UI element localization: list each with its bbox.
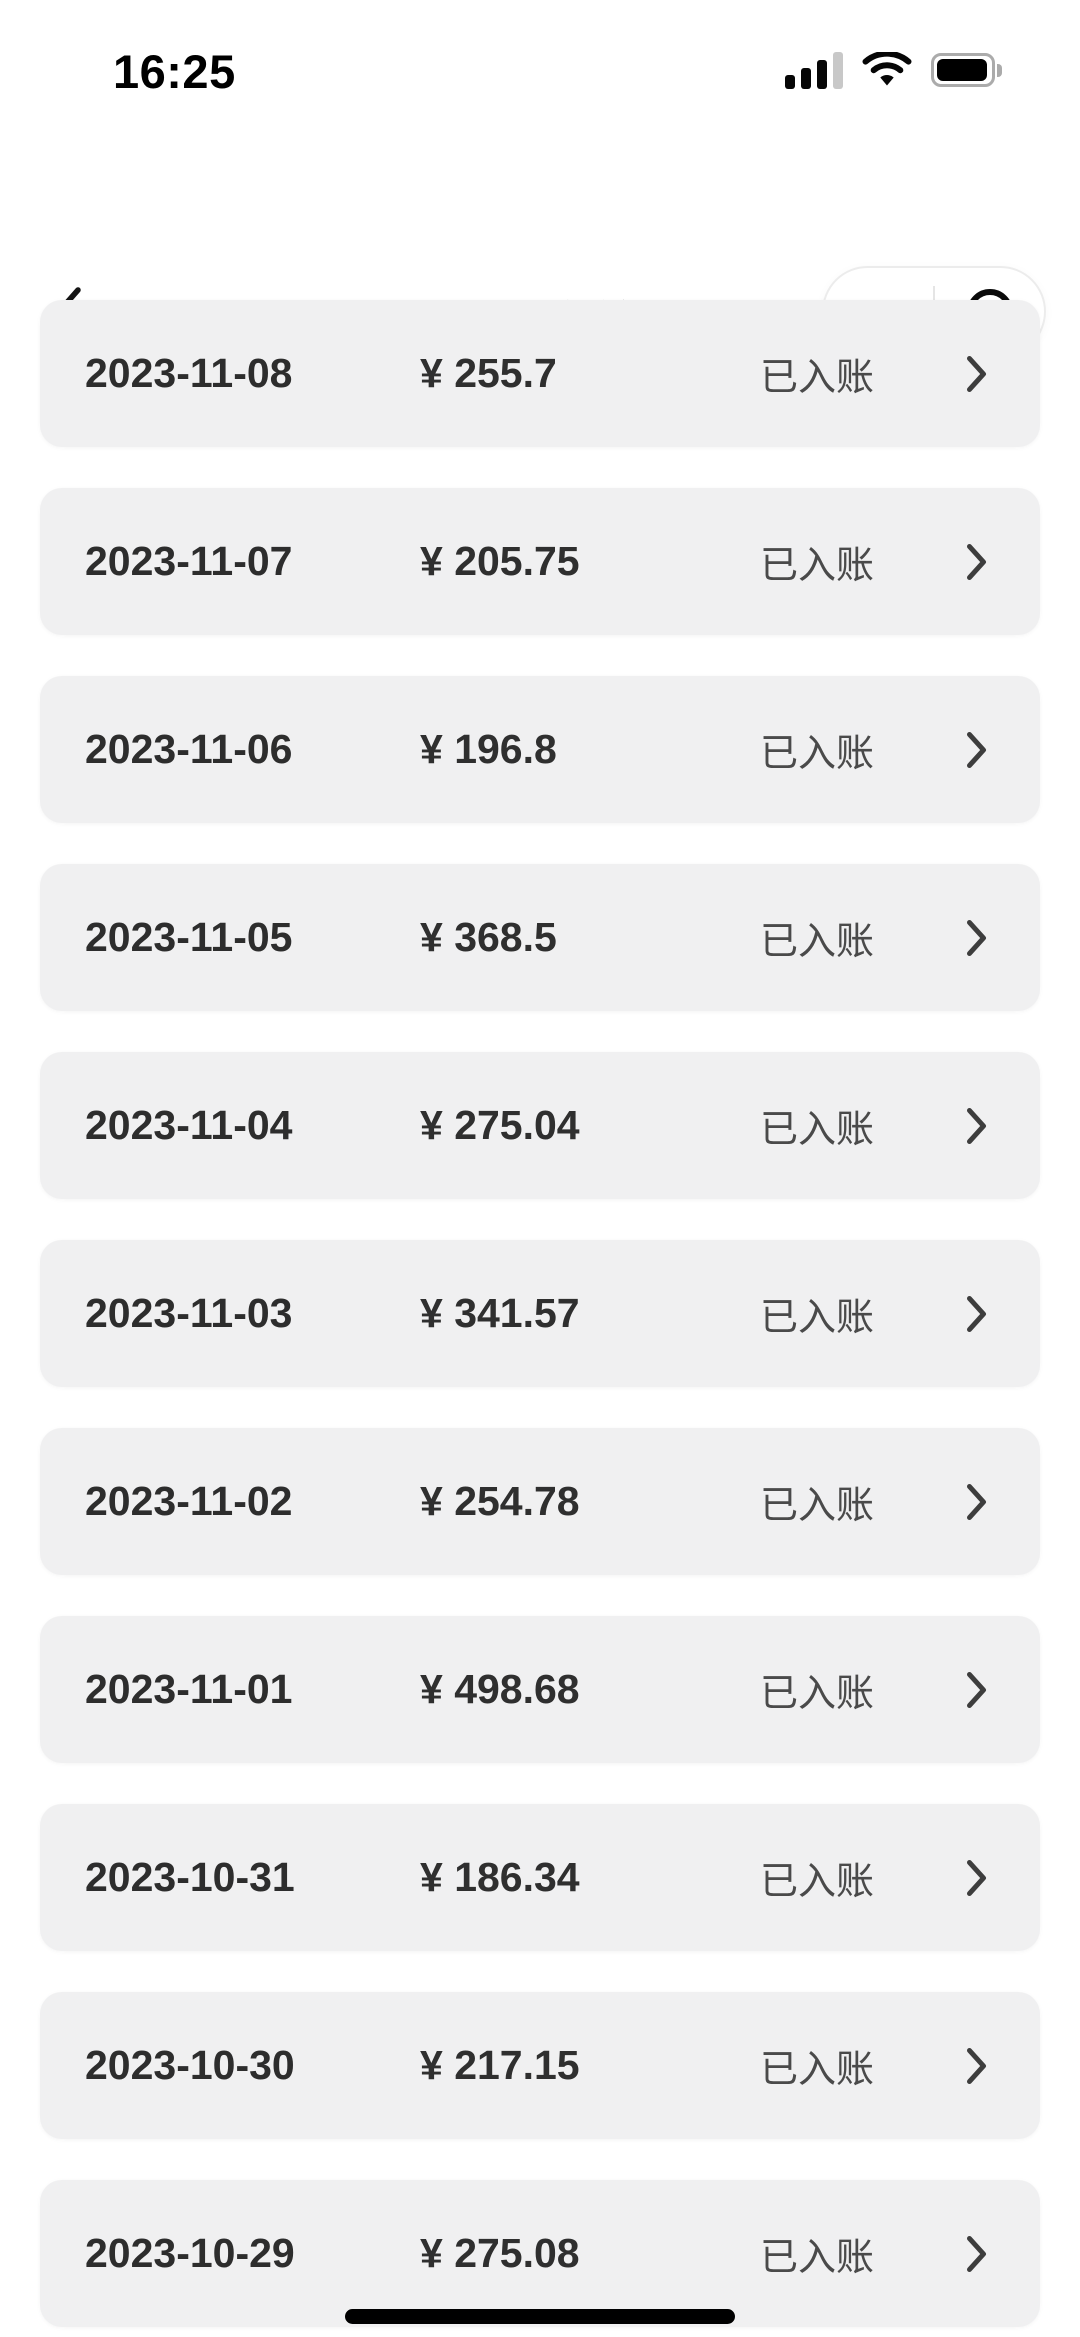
earnings-row[interactable]: 2023-10-31 ¥ 186.34 已入账 bbox=[40, 1804, 1040, 1951]
earnings-row[interactable]: 2023-11-05 ¥ 368.5 已入账 bbox=[40, 864, 1040, 1011]
status-label: 已入账 bbox=[760, 1861, 875, 1903]
earnings-amount: ¥ 368.5 bbox=[420, 914, 557, 960]
status-icons bbox=[785, 50, 1002, 90]
status-label: 已入账 bbox=[760, 2049, 875, 2091]
earnings-amount: ¥ 196.8 bbox=[420, 726, 557, 772]
earnings-date: 2023-10-29 bbox=[85, 2230, 295, 2276]
earnings-date: 2023-11-01 bbox=[85, 1666, 293, 1712]
battery-cap bbox=[997, 63, 1002, 77]
battery-icon bbox=[931, 53, 1002, 87]
earnings-amount: ¥ 186.34 bbox=[420, 1854, 580, 1900]
battery-fill bbox=[937, 59, 987, 81]
earnings-date: 2023-11-03 bbox=[85, 1290, 293, 1336]
earnings-date: 2023-11-04 bbox=[85, 1102, 293, 1148]
earnings-row[interactable]: 2023-10-29 ¥ 275.08 已入账 bbox=[40, 2180, 1040, 2327]
earnings-date: 2023-10-31 bbox=[85, 1854, 295, 1900]
chevron-right-icon bbox=[967, 1671, 986, 1708]
status-label: 已入账 bbox=[760, 1485, 875, 1527]
chevron-right-icon bbox=[967, 2047, 986, 2084]
chevron-right-icon bbox=[967, 1295, 986, 1332]
earnings-list: 2023-11-08 ¥ 255.7 已入账 2023-11-07 ¥ 205.… bbox=[40, 300, 1040, 2327]
signal-bar bbox=[785, 74, 795, 89]
earnings-date: 2023-10-30 bbox=[85, 2042, 295, 2088]
chevron-right-icon bbox=[967, 1107, 986, 1144]
signal-bar bbox=[801, 67, 811, 89]
earnings-amount: ¥ 341.57 bbox=[420, 1290, 580, 1336]
earnings-date: 2023-11-08 bbox=[85, 350, 293, 396]
earnings-amount: ¥ 254.78 bbox=[420, 1478, 580, 1524]
earnings-row[interactable]: 2023-11-06 ¥ 196.8 已入账 bbox=[40, 676, 1040, 823]
status-label: 已入账 bbox=[760, 357, 875, 399]
earnings-row[interactable]: 2023-11-08 ¥ 255.7 已入账 bbox=[40, 300, 1040, 447]
status-label: 已入账 bbox=[760, 2237, 875, 2279]
status-label: 已入账 bbox=[760, 733, 875, 775]
earnings-amount: ¥ 205.75 bbox=[420, 538, 580, 584]
earnings-amount: ¥ 275.08 bbox=[420, 2230, 580, 2276]
chevron-right-icon bbox=[967, 543, 986, 580]
status-bar: 16:25 bbox=[0, 0, 1080, 120]
earnings-amount: ¥ 498.68 bbox=[420, 1666, 580, 1712]
status-label: 已入账 bbox=[760, 921, 875, 963]
earnings-row[interactable]: 2023-11-01 ¥ 498.68 已入账 bbox=[40, 1616, 1040, 1763]
earnings-date: 2023-11-02 bbox=[85, 1478, 293, 1524]
chevron-right-icon bbox=[967, 2235, 986, 2272]
status-label: 已入账 bbox=[760, 1109, 875, 1151]
earnings-row[interactable]: 2023-11-07 ¥ 205.75 已入账 bbox=[40, 488, 1040, 635]
status-time: 16:25 bbox=[113, 45, 236, 98]
nav-bar: 历史收益 bbox=[0, 120, 1080, 357]
chevron-right-icon bbox=[967, 1859, 986, 1896]
status-label: 已入账 bbox=[760, 1297, 875, 1339]
earnings-amount: ¥ 275.04 bbox=[420, 1102, 580, 1148]
earnings-row[interactable]: 2023-11-03 ¥ 341.57 已入账 bbox=[40, 1240, 1040, 1387]
status-label: 已入账 bbox=[760, 545, 875, 587]
chevron-right-icon bbox=[967, 731, 986, 768]
earnings-date: 2023-11-06 bbox=[85, 726, 293, 772]
earnings-row[interactable]: 2023-11-02 ¥ 254.78 已入账 bbox=[40, 1428, 1040, 1575]
home-indicator[interactable] bbox=[345, 2309, 735, 2324]
chevron-right-icon bbox=[967, 355, 986, 392]
wifi-icon bbox=[862, 51, 912, 85]
battery-body bbox=[931, 53, 995, 87]
earnings-row[interactable]: 2023-10-30 ¥ 217.15 已入账 bbox=[40, 1992, 1040, 2139]
earnings-date: 2023-11-05 bbox=[85, 914, 293, 960]
earnings-date: 2023-11-07 bbox=[85, 538, 293, 584]
earnings-amount: ¥ 255.7 bbox=[420, 350, 557, 396]
earnings-row[interactable]: 2023-11-04 ¥ 275.04 已入账 bbox=[40, 1052, 1040, 1199]
status-label: 已入账 bbox=[760, 1673, 875, 1715]
chevron-right-icon bbox=[967, 919, 986, 956]
chevron-right-icon bbox=[967, 1483, 986, 1520]
signal-bar bbox=[817, 59, 827, 89]
cellular-signal-icon bbox=[785, 51, 843, 89]
signal-bar-inactive bbox=[833, 51, 843, 89]
earnings-amount: ¥ 217.15 bbox=[420, 2042, 580, 2088]
